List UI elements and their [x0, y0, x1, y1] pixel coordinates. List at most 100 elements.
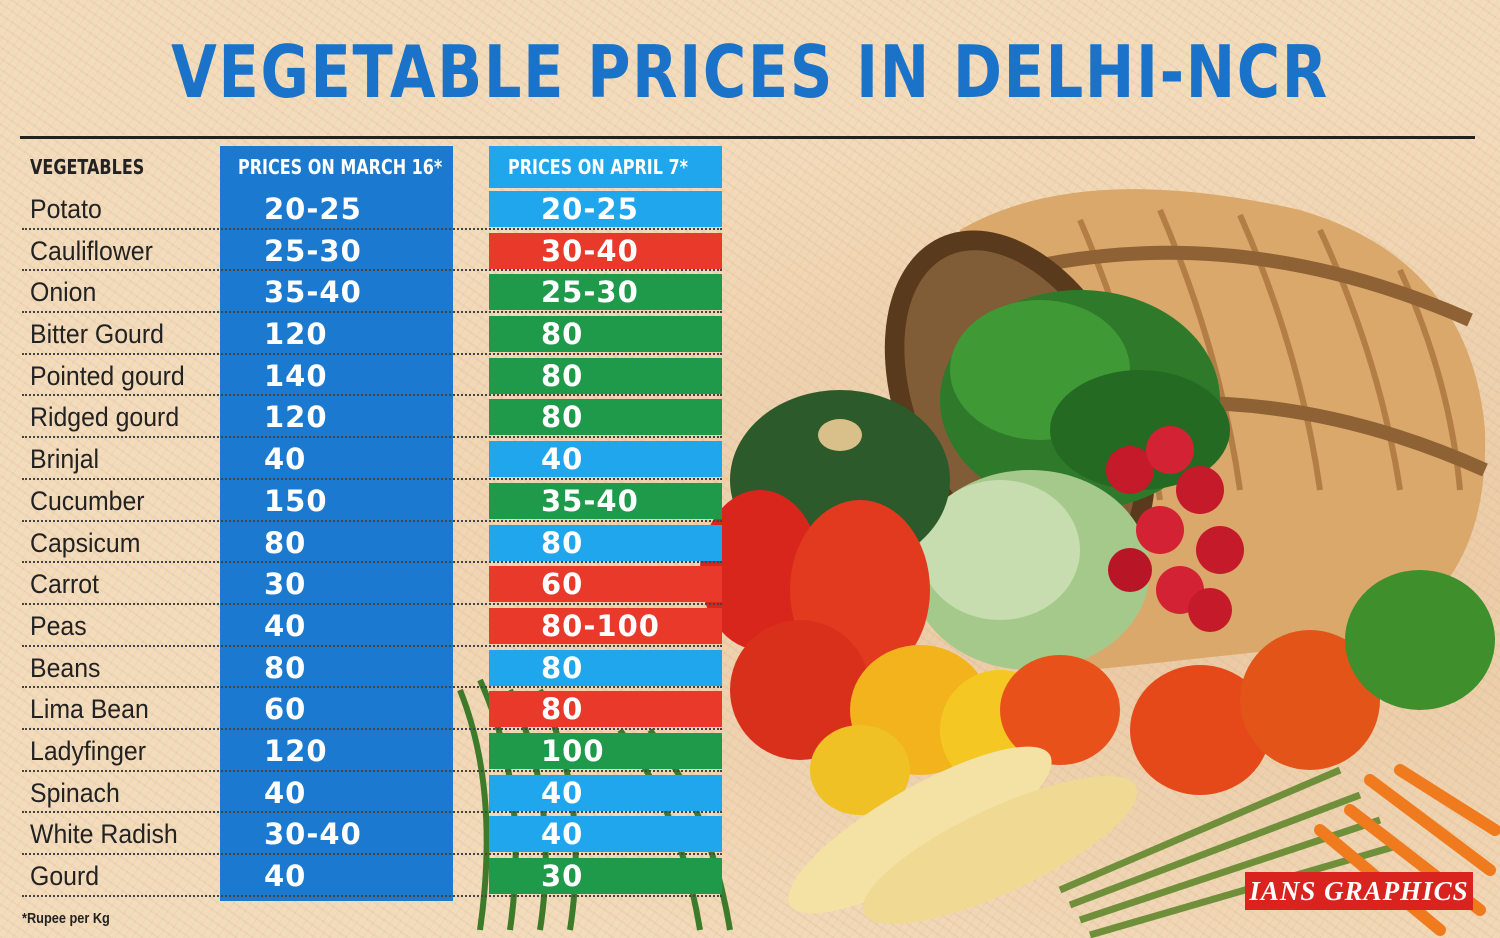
april-price: 80-100	[541, 608, 660, 643]
vegetable-name: Bitter Gourd	[30, 319, 164, 350]
table-row: Ridged gourd 120 80	[0, 396, 725, 439]
april-price: 80	[541, 692, 584, 727]
march-price: 30-40	[264, 817, 362, 852]
vegetable-name: Potato	[30, 194, 102, 224]
vegetable-name: Beans	[30, 652, 101, 683]
april-price-cell-background	[489, 858, 722, 894]
april-price-cell-background	[489, 607, 722, 644]
april-price-cell-background	[489, 232, 722, 269]
vegetable-name: Gourd	[30, 861, 100, 891]
asparagus-icon	[1058, 766, 1401, 938]
row-divider	[22, 311, 722, 314]
table-row: Beans 80 80	[0, 647, 725, 689]
vegetable-name: Carrot	[30, 569, 100, 600]
vegetable-name: Lima Bean	[30, 694, 149, 725]
row-divider	[22, 727, 722, 730]
row-divider	[22, 853, 722, 855]
march-price: 35-40	[264, 275, 362, 310]
march-price: 25-30	[264, 233, 362, 268]
table-row: Potato 20-25 20-25	[0, 188, 725, 230]
row-divider	[22, 477, 722, 480]
april-price: 30-40	[541, 233, 639, 268]
april-price-cell-background	[489, 732, 722, 769]
march-price: 120	[264, 400, 328, 435]
row-divider	[22, 894, 722, 897]
row-divider	[22, 519, 722, 522]
credit-badge: IANS GRAPHICS	[1245, 872, 1473, 910]
april-price: 40	[541, 817, 584, 852]
page-title: VEGETABLE PRICES IN DELHI-NCR	[171, 30, 1329, 114]
april-price: 80	[541, 317, 584, 352]
row-divider	[22, 394, 722, 397]
table-row: Brinjal 40 40	[0, 438, 725, 480]
vegetable-name: Cucumber	[30, 485, 145, 516]
april-price-cell-background	[489, 774, 722, 811]
vegetable-name: Brinjal	[30, 444, 100, 475]
row-divider	[22, 644, 722, 647]
header-april-prices: PRICES ON APRIL 7*	[508, 155, 688, 179]
april-price-cell-background	[489, 816, 722, 853]
april-price-cell-background	[489, 274, 722, 311]
row-divider	[22, 686, 722, 689]
march-price: 140	[264, 358, 328, 393]
price-table: VEGETABLES PRICES ON MARCH 16* PRICES ON…	[0, 146, 725, 901]
row-divider	[22, 769, 722, 772]
vegetable-name: Ridged gourd	[30, 402, 180, 433]
april-price-cell-background	[489, 316, 722, 353]
march-price: 40	[264, 442, 307, 477]
april-price: 80	[541, 525, 584, 560]
april-price: 40	[541, 442, 584, 477]
title-divider	[20, 136, 1475, 139]
vegetable-name: Onion	[30, 277, 97, 308]
april-price-cell-background	[489, 357, 722, 394]
table-row: Cucumber 150 35-40	[0, 480, 725, 522]
march-price: 60	[264, 692, 307, 727]
vegetable-name: Cauliflower	[30, 235, 153, 266]
march-price: 120	[264, 733, 328, 768]
row-divider	[22, 811, 722, 814]
march-price: 40	[264, 608, 307, 643]
march-column-band	[220, 146, 453, 901]
april-price-cell-background	[489, 399, 722, 436]
table-row: Pointed gourd 140 80	[0, 355, 725, 397]
march-price: 20-25	[264, 192, 362, 226]
vegetable-name: Ladyfinger	[30, 735, 147, 766]
vegetable-name: Pointed gourd	[30, 360, 185, 391]
radish-icon	[1106, 426, 1244, 632]
march-price: 30	[264, 567, 307, 602]
table-row: White Radish 30-40 40	[0, 813, 725, 855]
table-row: Bitter Gourd 120 80	[0, 313, 725, 355]
april-price: 80	[541, 650, 584, 685]
april-price: 35-40	[541, 483, 639, 518]
vegetable-name: Spinach	[30, 777, 120, 808]
march-price: 40	[264, 859, 307, 893]
march-price: 80	[264, 650, 307, 685]
row-divider	[22, 602, 722, 605]
april-price-cell-background	[489, 191, 722, 227]
april-header-background	[489, 146, 722, 188]
april-price: 80	[541, 358, 584, 393]
april-price: 60	[541, 567, 584, 602]
april-price-cell-background	[489, 649, 722, 686]
april-price: 80	[541, 400, 584, 435]
april-price-cell-background	[489, 566, 722, 603]
table-row: Carrot 30 60	[0, 563, 725, 605]
row-divider	[22, 561, 722, 564]
april-price: 30	[541, 859, 584, 893]
table-body: Potato 20-25 20-25 Cauliflower 25-30 30-40 Oni…	[0, 188, 725, 897]
april-price-cell-background	[489, 691, 722, 728]
table-row: Gourd 40 30	[0, 855, 725, 897]
header-march-prices: PRICES ON MARCH 16*	[238, 155, 443, 179]
table-row: Peas 40 80-100	[0, 605, 725, 647]
april-price-cell-background	[489, 482, 722, 519]
table-row: Cauliflower 25-30 30-40	[0, 230, 725, 272]
squash-icon	[788, 746, 1138, 924]
header-vegetables: VEGETABLES	[30, 155, 145, 179]
row-divider	[22, 352, 722, 355]
vegetable-name: Capsicum	[30, 527, 141, 558]
vegetable-basket-illustration	[457, 189, 1500, 938]
april-price: 40	[541, 775, 584, 810]
april-price: 25-30	[541, 275, 639, 310]
table-row: Ladyfinger 120 100	[0, 730, 725, 772]
march-price: 40	[264, 775, 307, 810]
